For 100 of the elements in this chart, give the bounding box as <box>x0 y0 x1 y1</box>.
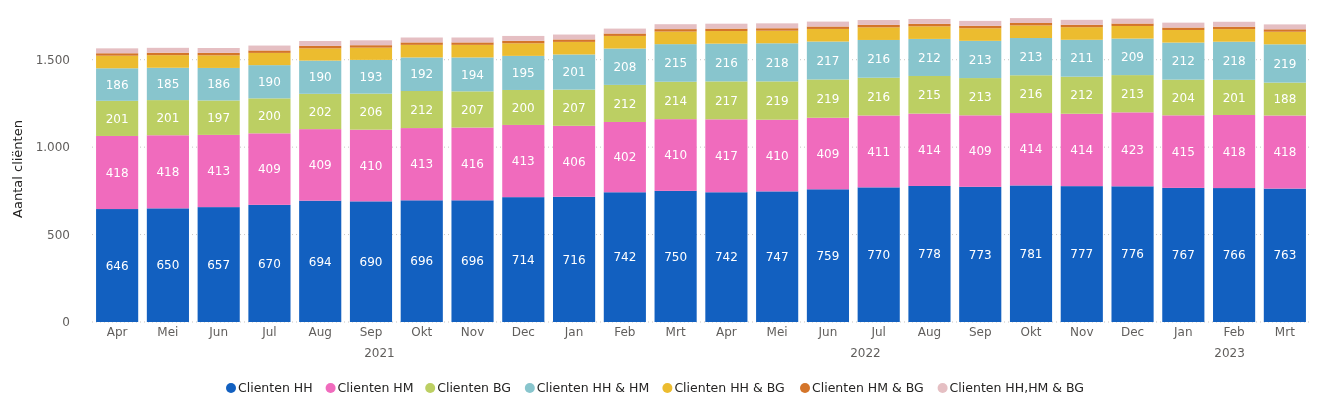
bar <box>756 30 799 44</box>
data-label: 204 <box>1171 90 1195 105</box>
data-label: 215 <box>918 87 941 102</box>
x-tick-label: Sep <box>968 325 992 339</box>
y-tick-label: 1.000 <box>35 140 70 155</box>
bar <box>1009 18 1053 23</box>
bar <box>806 79 849 118</box>
bar <box>553 125 596 197</box>
data-label: 213 <box>1019 49 1043 64</box>
bar <box>1213 114 1256 189</box>
bar <box>96 209 139 322</box>
data-label: 646 <box>105 258 129 273</box>
data-label: 190 <box>257 74 281 89</box>
x-tick-label: Jun <box>817 325 838 339</box>
data-label: 201 <box>156 110 180 125</box>
data-label: 219 <box>1273 56 1297 71</box>
legend-label: Clienten HH,HM & BG <box>949 380 1085 396</box>
x-tick-label: Nov <box>460 325 485 339</box>
bar <box>349 40 393 46</box>
data-label: 414 <box>1019 142 1043 157</box>
data-label: 776 <box>1121 247 1145 262</box>
bar <box>654 190 697 322</box>
data-label: 200 <box>257 109 281 124</box>
bar <box>197 207 240 322</box>
bar <box>806 189 849 322</box>
data-label: 742 <box>714 250 738 265</box>
data-label: 201 <box>105 111 129 126</box>
bar <box>1009 75 1053 114</box>
data-label: 423 <box>1121 142 1145 157</box>
bar <box>857 27 900 40</box>
data-label: 218 <box>765 55 789 70</box>
data-label: 670 <box>257 256 281 271</box>
data-label: 411 <box>867 144 891 159</box>
bar <box>705 81 748 120</box>
data-label: 195 <box>511 66 535 81</box>
data-label: 216 <box>867 89 891 104</box>
bar <box>1060 27 1103 40</box>
bar <box>959 186 1002 322</box>
bar <box>1213 41 1256 80</box>
bar <box>603 192 646 322</box>
bar <box>400 44 443 58</box>
data-label: 214 <box>664 93 688 108</box>
bar <box>1263 24 1306 30</box>
bar <box>248 65 291 99</box>
y-tick-label: 1.500 <box>35 52 70 67</box>
data-label: 213 <box>1121 86 1145 101</box>
bar <box>1060 76 1103 114</box>
bar <box>400 200 443 322</box>
bar <box>451 57 494 92</box>
legend-label: Clienten HH & BG <box>674 380 785 396</box>
bar <box>400 128 443 201</box>
bar <box>248 204 291 322</box>
data-label: 216 <box>1019 87 1043 102</box>
x-tick-label: Mei <box>157 325 179 339</box>
bar <box>146 135 189 209</box>
bar <box>756 23 799 29</box>
bar <box>451 42 494 45</box>
bar <box>248 98 291 134</box>
bar <box>806 28 849 42</box>
bar <box>1263 188 1306 322</box>
bar <box>1060 186 1103 322</box>
data-label: 415 <box>1171 144 1195 159</box>
bar <box>756 28 799 31</box>
bar <box>1162 42 1205 80</box>
bar <box>299 60 342 94</box>
x-tick-label: Aug <box>308 325 332 339</box>
x-tick-label: Apr <box>106 325 128 339</box>
data-label: 409 <box>968 144 992 159</box>
bar <box>349 129 393 202</box>
bar <box>502 124 545 198</box>
bar <box>857 20 900 25</box>
data-label: 216 <box>714 55 738 70</box>
bar <box>1009 185 1053 322</box>
bar <box>959 78 1002 116</box>
data-label: 750 <box>664 249 688 264</box>
x-tick-label: Mei <box>766 325 788 339</box>
y-axis-title: Aantal cliënten <box>10 120 25 218</box>
x-tick-label: Jul <box>261 325 277 339</box>
x-tick-label: Apr <box>716 325 737 339</box>
bar <box>1111 112 1154 187</box>
bar <box>756 81 799 120</box>
bar <box>1009 38 1053 76</box>
data-label: 410 <box>765 148 789 163</box>
bar <box>756 119 799 192</box>
bar <box>654 81 697 120</box>
data-label: 650 <box>156 258 180 273</box>
data-label: 192 <box>410 67 434 82</box>
y-tick-label: 500 <box>47 227 70 242</box>
bar <box>1162 29 1205 43</box>
data-label: 217 <box>714 93 738 108</box>
data-label: 777 <box>1070 247 1094 262</box>
bar <box>1213 188 1256 322</box>
data-label: 406 <box>562 154 586 169</box>
data-label: 216 <box>867 52 891 67</box>
bar <box>349 47 393 60</box>
data-label: 770 <box>867 247 891 262</box>
bar <box>96 48 139 54</box>
bar <box>908 18 951 24</box>
data-label: 185 <box>156 77 180 92</box>
data-label: 409 <box>257 162 281 177</box>
